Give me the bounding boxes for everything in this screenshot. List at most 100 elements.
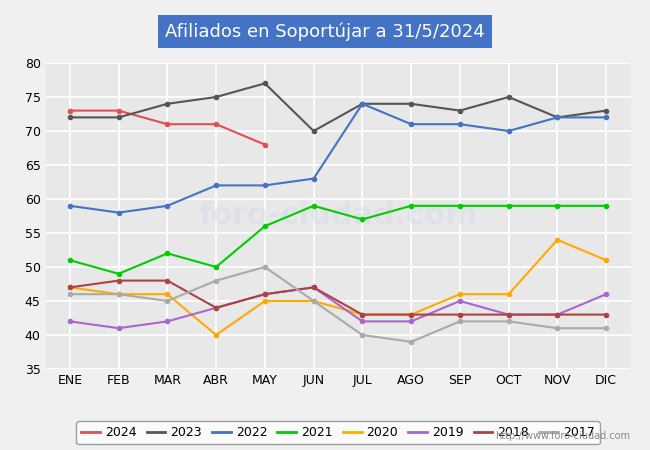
2023 [456,108,464,113]
2018 [212,305,220,310]
2023 [504,94,512,100]
2023 [66,115,74,120]
2018 [554,312,562,317]
Line: 2017: 2017 [68,265,608,344]
2022 [554,115,562,120]
2019 [602,292,610,297]
2018 [407,312,415,317]
2018 [456,312,464,317]
2021 [407,203,415,208]
2018 [309,285,317,290]
2021 [359,217,367,222]
2023 [309,128,317,134]
2023 [212,94,220,100]
2018 [504,312,512,317]
2019 [456,298,464,304]
Line: 2020: 2020 [68,238,608,337]
2022 [504,128,512,134]
2020 [602,257,610,263]
2021 [66,257,74,263]
2017 [309,298,317,304]
2017 [212,278,220,284]
2023 [554,115,562,120]
Text: http://www.foro-ciudad.com: http://www.foro-ciudad.com [495,431,630,441]
2022 [309,176,317,181]
2017 [602,325,610,331]
2020 [504,292,512,297]
2017 [66,292,74,297]
2020 [309,298,317,304]
2017 [261,264,269,270]
2020 [66,285,74,290]
2020 [359,312,367,317]
2017 [554,325,562,331]
2019 [261,292,269,297]
2018 [602,312,610,317]
2018 [164,278,172,284]
2023 [164,101,172,107]
2017 [504,319,512,324]
2017 [359,332,367,338]
2020 [456,292,464,297]
Line: 2019: 2019 [68,285,608,330]
2022 [66,203,74,208]
2021 [602,203,610,208]
Line: 2022: 2022 [68,102,608,215]
2018 [114,278,122,284]
2023 [114,115,122,120]
2021 [309,203,317,208]
2022 [164,203,172,208]
2020 [407,312,415,317]
Text: Afiliados en Soportújar a 31/5/2024: Afiliados en Soportújar a 31/5/2024 [165,22,485,41]
2021 [261,224,269,229]
2017 [407,339,415,345]
2018 [261,292,269,297]
2019 [66,319,74,324]
Line: 2023: 2023 [68,81,608,133]
2022 [407,122,415,127]
Line: 2018: 2018 [68,279,608,317]
2023 [261,81,269,86]
2024 [114,108,122,113]
2019 [309,285,317,290]
2022 [261,183,269,188]
2022 [602,115,610,120]
2024 [261,142,269,147]
2020 [164,292,172,297]
2020 [554,237,562,243]
2021 [212,264,220,270]
2017 [114,292,122,297]
2021 [164,251,172,256]
Line: 2024: 2024 [68,108,267,147]
2017 [456,319,464,324]
2021 [114,271,122,276]
Line: 2021: 2021 [68,204,608,276]
2019 [504,312,512,317]
2022 [359,101,367,107]
2022 [114,210,122,215]
2021 [456,203,464,208]
2020 [114,292,122,297]
2019 [359,319,367,324]
2017 [164,298,172,304]
2019 [407,319,415,324]
2020 [212,332,220,338]
2021 [554,203,562,208]
2024 [212,122,220,127]
2019 [554,312,562,317]
2020 [261,298,269,304]
2019 [164,319,172,324]
2023 [602,108,610,113]
Text: foro-ciudad.com: foro-ciudad.com [198,202,478,230]
2024 [66,108,74,113]
2024 [164,122,172,127]
2023 [359,101,367,107]
2023 [407,101,415,107]
2018 [66,285,74,290]
2018 [359,312,367,317]
2019 [114,325,122,331]
Legend: 2024, 2023, 2022, 2021, 2020, 2019, 2018, 2017: 2024, 2023, 2022, 2021, 2020, 2019, 2018… [76,421,600,444]
2019 [212,305,220,310]
2022 [456,122,464,127]
2021 [504,203,512,208]
